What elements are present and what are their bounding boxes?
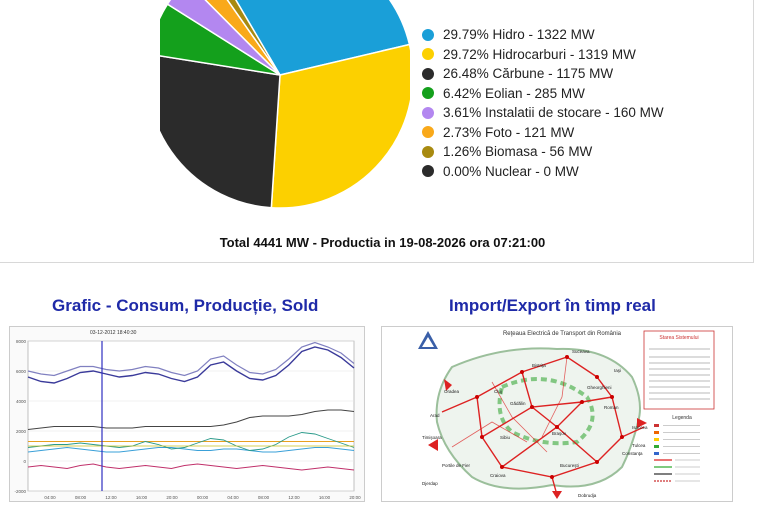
carpathian-arc bbox=[497, 377, 595, 446]
legend-dot bbox=[422, 87, 434, 100]
total-production-text: Total 4441 MW - Productia in 19-08-2026 … bbox=[219, 235, 546, 250]
city-label: Sibiu bbox=[500, 435, 511, 440]
city-label: Gădălin bbox=[510, 401, 526, 406]
graph-y-tick: 0 bbox=[23, 459, 26, 464]
legend-label: 29.79% Hidro - 1322 MW bbox=[443, 27, 595, 43]
city-label: Suceava bbox=[572, 349, 590, 354]
legend-item: 3.61% Instalatii de stocare - 160 MW bbox=[422, 103, 664, 123]
map-legend-title: Legenda bbox=[672, 415, 692, 421]
system-status-box bbox=[643, 330, 715, 410]
graph-x-tick: 08:00 bbox=[75, 495, 87, 500]
grid-map: Reţeaua Electrică de Transport din Român… bbox=[418, 330, 715, 499]
substation-nodes bbox=[475, 355, 624, 479]
legend-label: 29.72% Hidrocarburi - 1319 MW bbox=[443, 46, 636, 62]
legend-dot bbox=[422, 126, 434, 139]
pie-slice-0[interactable] bbox=[213, 0, 410, 76]
city-label: Djerdap bbox=[422, 481, 438, 486]
status-box-lines bbox=[649, 348, 710, 400]
map-title: Reţeaua Electrică de Transport din Român… bbox=[503, 331, 622, 337]
legend-item: 6.42% Eolian - 285 MW bbox=[422, 84, 664, 104]
graph-x-tick: 04:00 bbox=[227, 495, 239, 500]
graph-y-tick: 2000 bbox=[16, 429, 27, 434]
legend-dot bbox=[422, 48, 434, 61]
consumption-graph-thumbnail[interactable]: 8000 6000 4000 2000 0 -2000 04:00 08:00 12:00 16:… bbox=[9, 326, 365, 502]
country-outline bbox=[435, 347, 641, 490]
legend-label: 2.73% Foto - 121 MW bbox=[443, 124, 575, 140]
city-label: Oradea bbox=[444, 389, 460, 394]
map-legend-items bbox=[654, 424, 700, 482]
transmission-lines-220kv bbox=[451, 356, 568, 453]
legend-dot bbox=[422, 28, 434, 41]
city-label: Portile de Fier bbox=[442, 463, 471, 468]
legend-label: 3.61% Instalatii de stocare - 160 MW bbox=[443, 105, 664, 121]
legend-item: 2.73% Foto - 121 MW bbox=[422, 123, 664, 143]
system-status-title: Starea Sistemului bbox=[659, 335, 698, 341]
graph-x-tick: 12:00 bbox=[288, 495, 300, 500]
city-label: Constanţa bbox=[622, 451, 643, 456]
pie-legend: 29.79% Hidro - 1322 MW 29.72% Hidrocarbur… bbox=[422, 25, 664, 181]
legend-label: 0.00% Nuclear - 0 MW bbox=[443, 163, 579, 179]
graph-y-tick: 6000 bbox=[16, 369, 27, 374]
city-label: Arad bbox=[430, 413, 440, 418]
graph-x-tick: 08:00 bbox=[258, 495, 270, 500]
pie-slice-2[interactable] bbox=[160, 54, 281, 209]
series-line-coal bbox=[27, 409, 355, 431]
legend-dot bbox=[422, 145, 434, 158]
legend-item: 29.72% Hidrocarburi - 1319 MW bbox=[422, 45, 664, 65]
graph-y-tick: 8000 bbox=[16, 339, 27, 344]
graph-x-tick: 20:00 bbox=[166, 495, 178, 500]
pie-slice-4[interactable] bbox=[166, 0, 281, 76]
pie-slice-5[interactable] bbox=[186, 0, 281, 76]
city-label: Roman bbox=[604, 405, 619, 410]
legend-item: 29.79% Hidro - 1322 MW bbox=[422, 25, 664, 45]
consumption-graph: 8000 6000 4000 2000 0 -2000 04:00 08:00 12:00 16:… bbox=[14, 330, 361, 500]
graph-x-tick: 12:00 bbox=[105, 495, 117, 500]
graph-plot-area bbox=[27, 340, 355, 492]
series-line-production bbox=[27, 341, 355, 377]
city-label: Timişoara bbox=[422, 435, 442, 440]
legend-label: 6.42% Eolian - 285 MW bbox=[443, 85, 585, 101]
legend-label: 26.48% Cărbune - 1175 MW bbox=[443, 66, 614, 82]
city-label: Iaşi bbox=[614, 368, 621, 373]
city-labels: Suceava Iaşi Bistriţa Gheorghieni Oradea Roma… bbox=[422, 349, 648, 498]
graph-section-title: Grafic - Consum, Producție, Sold bbox=[52, 296, 319, 315]
graph-x-tick: 16:00 bbox=[319, 495, 331, 500]
graph-x-tick: 20:00 bbox=[349, 495, 361, 500]
graph-x-tick: 00:00 bbox=[197, 495, 209, 500]
graph-y-tick: -2000 bbox=[14, 489, 26, 494]
series-line-sold bbox=[27, 463, 355, 471]
production-pie-chart bbox=[160, 0, 410, 209]
legend-dot bbox=[422, 106, 434, 119]
series-line-consumption bbox=[27, 346, 355, 384]
transelectrica-logo bbox=[418, 331, 438, 349]
legend-item: 26.48% Cărbune - 1175 MW bbox=[422, 64, 664, 84]
city-label: Braşov bbox=[552, 431, 567, 436]
graph-timestamp: 03-12-2012 18:40:30 bbox=[90, 330, 137, 336]
map-section-title: Import/Export în timp real bbox=[449, 296, 656, 315]
flow-arrows bbox=[428, 379, 647, 499]
legend-item: 0.00% Nuclear - 0 MW bbox=[422, 162, 664, 182]
legend-dot bbox=[422, 165, 434, 178]
legend-label: 1.26% Biomasa - 56 MW bbox=[443, 144, 593, 160]
pie-slice-6[interactable] bbox=[204, 0, 281, 76]
city-label: Bistriţa bbox=[532, 363, 546, 368]
legend-item: 1.26% Biomasa - 56 MW bbox=[422, 142, 664, 162]
pie-slice-1[interactable] bbox=[270, 43, 410, 209]
city-label: Gheorghieni bbox=[587, 385, 612, 390]
city-label: Isaccea bbox=[632, 425, 648, 430]
graph-y-tick: 4000 bbox=[16, 399, 27, 404]
series-line-wind bbox=[27, 447, 355, 453]
legend-dot bbox=[422, 67, 434, 80]
city-label: Dobrudja bbox=[578, 493, 597, 498]
production-panel: 29.79% Hidro - 1322 MW 29.72% Hidrocarbur… bbox=[0, 0, 754, 263]
city-label: Cluj bbox=[494, 389, 502, 394]
import-export-map-thumbnail[interactable]: Reţeaua Electrică de Transport din Român… bbox=[381, 326, 733, 502]
city-label: Craiova bbox=[490, 473, 506, 478]
city-label: Bucureşti bbox=[560, 463, 579, 468]
graph-x-tick: 04:00 bbox=[44, 495, 56, 500]
city-label: Tulcea bbox=[632, 443, 646, 448]
graph-x-tick: 16:00 bbox=[136, 495, 148, 500]
series-line-hydro bbox=[27, 432, 355, 451]
